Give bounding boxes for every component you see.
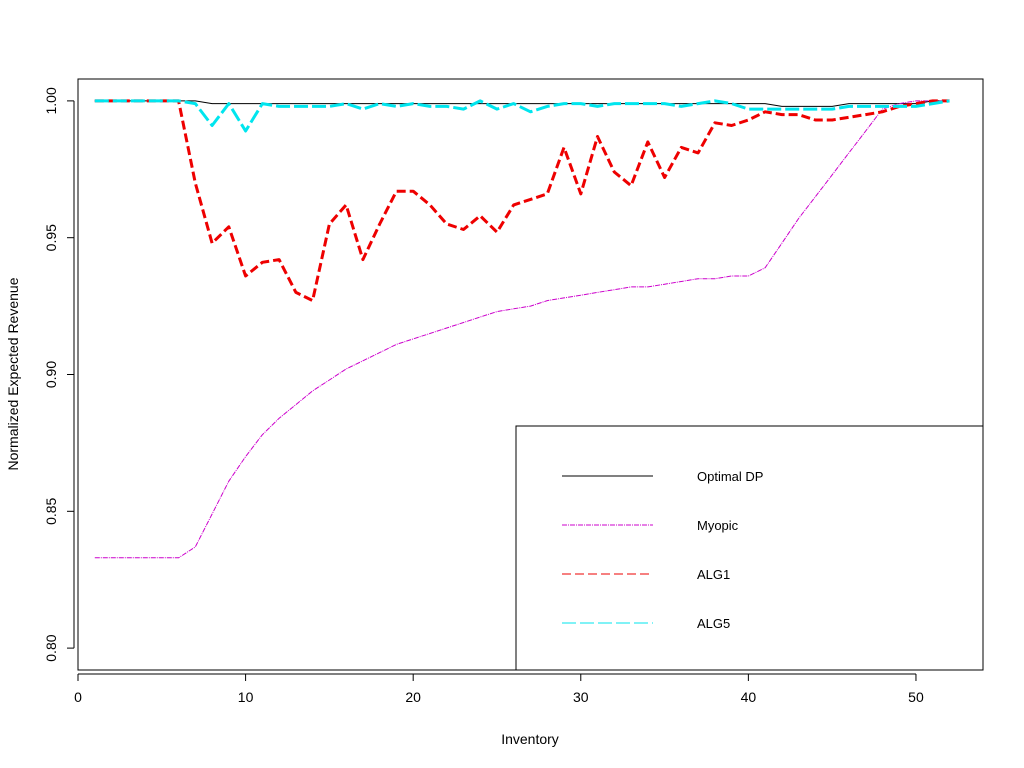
series-line-alg5	[94, 99, 950, 133]
y-tick-label: 0.80	[43, 634, 59, 661]
series-line-optimal-dp	[94, 100, 950, 107]
y-tick-label: 0.90	[43, 361, 59, 388]
y-tick-label: 0.95	[43, 224, 59, 251]
legend: Optimal DP Myopic ALG1 ALG5	[515, 425, 984, 671]
series-lines	[94, 99, 950, 559]
y-axis: 0.80 0.85 0.90 0.95 1.00	[43, 87, 75, 662]
legend-label: Optimal DP	[697, 469, 763, 484]
x-tick-label: 20	[405, 689, 421, 705]
legend-box	[515, 425, 984, 671]
x-tick-label: 10	[238, 689, 254, 705]
x-axis-label: Inventory	[501, 731, 559, 747]
series-line-alg1	[94, 99, 950, 303]
y-tick-label: 1.00	[43, 87, 59, 114]
x-axis: 0 10 20 30 40 50	[74, 673, 924, 705]
legend-label: ALG1	[697, 567, 730, 582]
y-axis-label: Normalized Expected Revenue	[5, 277, 21, 470]
legend-label: Myopic	[697, 518, 739, 533]
x-tick-label: 40	[741, 689, 757, 705]
x-tick-label: 30	[573, 689, 589, 705]
y-tick-label: 0.85	[43, 497, 59, 524]
series-line-myopic	[94, 100, 950, 559]
legend-label: ALG5	[697, 616, 730, 631]
x-tick-label: 50	[908, 689, 924, 705]
x-tick-label: 0	[74, 689, 82, 705]
